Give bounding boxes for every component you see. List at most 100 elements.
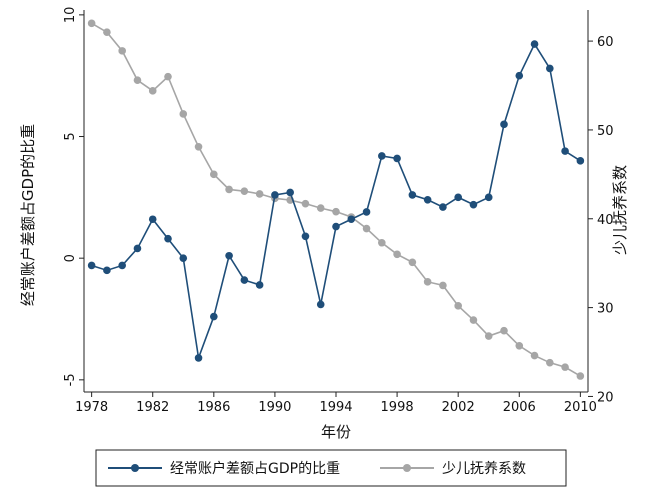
x-tick-label: 1982: [136, 400, 169, 415]
x-tick-label: 1978: [75, 400, 108, 415]
series-1-point: [561, 147, 569, 155]
series-1-point: [271, 191, 279, 199]
series-2-point: [378, 238, 386, 247]
series-1-point: [484, 193, 493, 202]
series-1-point: [378, 152, 386, 160]
y-right-tick-label: 50: [597, 124, 614, 139]
series-2-point: [301, 199, 310, 208]
y-right-tick-label: 30: [597, 302, 614, 317]
legend-marker-series-2: [403, 464, 411, 472]
series-2: [87, 19, 585, 380]
series-2-point: [133, 76, 142, 84]
series-2-point: [164, 72, 172, 81]
series-1-point: [164, 234, 172, 243]
y-axis-right-title: 少儿抚养系数: [611, 165, 629, 255]
series-2-point: [484, 332, 493, 340]
legend-label-series-1: 经常账户差额占GDP的比重: [170, 460, 340, 477]
y-left-tick-label: 10: [63, 7, 78, 24]
series-2-point: [469, 316, 478, 324]
series-2-point: [103, 28, 111, 37]
series-2-point: [576, 372, 585, 380]
series-1-point: [515, 71, 524, 80]
series-1-point: [179, 254, 188, 262]
y-left-tick-label: 5: [63, 132, 78, 140]
series-1-point: [576, 157, 585, 165]
x-tick-label: 1986: [197, 400, 230, 415]
series-2-point: [210, 170, 218, 179]
series-2-point: [332, 207, 340, 216]
series-1-point: [255, 281, 264, 289]
x-tick-label: 1998: [381, 400, 414, 415]
series-1-point: [225, 251, 233, 260]
x-tick-label: 2002: [442, 400, 475, 415]
series-1-point: [87, 261, 96, 270]
y-left-tick-label: 0: [63, 254, 78, 262]
x-axis-title: 年份: [321, 423, 351, 441]
y-left-tick-label: -5: [63, 373, 78, 386]
series-2-point: [423, 278, 432, 286]
series-1-point: [103, 266, 111, 275]
series-1-point: [454, 193, 462, 202]
series-layer: [87, 19, 585, 380]
series-1-point: [362, 208, 371, 216]
series-2-point: [439, 281, 447, 290]
x-axis: 1978 1982 1986 1990 1994 1998 2002 2006 2010: [75, 392, 597, 415]
series-2-point: [530, 351, 539, 360]
y-axis-left-title: 经常账户差额占GDP的比重: [19, 124, 37, 306]
plot-frame: [83, 10, 589, 393]
y-right-tick-label: 20: [597, 390, 614, 405]
series-2-point: [546, 358, 554, 367]
series-1-point: [210, 312, 218, 321]
series-2-point: [240, 187, 249, 196]
series-2-point: [561, 363, 569, 371]
y-right-tick-label: 40: [597, 213, 614, 228]
series-1-point: [347, 215, 356, 224]
legend-box: [95, 449, 567, 487]
series-1-point: [469, 200, 478, 209]
series-2-point: [225, 185, 233, 194]
series-1-point: [301, 232, 310, 241]
legend: 经常账户差额占GDP的比重 少儿抚养系数: [95, 449, 567, 487]
series-1-point: [408, 191, 417, 199]
x-tick-label: 1994: [319, 400, 352, 415]
series-1-point: [148, 215, 157, 224]
series-2-point: [179, 110, 188, 118]
series-1-point: [194, 354, 203, 362]
series-2-point: [118, 47, 126, 55]
series-1-point: [118, 261, 126, 270]
series-1-point: [500, 120, 508, 129]
y-right-tick-label: 60: [597, 35, 614, 50]
legend-item-series-2: 少儿抚养系数: [380, 461, 526, 477]
y-axis-left: 10 5 0 -5: [63, 7, 84, 386]
series-1-point: [286, 188, 294, 197]
x-tick-label: 1990: [258, 400, 291, 415]
series-2-point: [194, 143, 203, 151]
x-tick-label: 2006: [503, 400, 536, 415]
series-2-point: [148, 87, 157, 95]
y-axis-right: 60 50 40 30 20: [588, 35, 614, 405]
series-1-point: [423, 195, 432, 204]
series-1-point: [133, 244, 142, 253]
legend-label-series-2: 少儿抚养系数: [442, 461, 526, 477]
series-2-point: [316, 204, 325, 212]
series-2-point: [393, 250, 401, 259]
x-tick-label: 2010: [564, 400, 597, 415]
series-2-point: [408, 258, 417, 267]
series-1-point: [530, 40, 539, 48]
series-1-point: [316, 300, 325, 309]
legend-marker-series-1: [131, 464, 139, 472]
series-1: [87, 40, 585, 362]
series-1-line: [91, 42, 581, 362]
series-2-point: [87, 19, 96, 28]
series-1-point: [439, 203, 447, 211]
series-2-point: [362, 224, 371, 233]
series-1-point: [332, 222, 340, 231]
series-1-point: [546, 64, 554, 73]
series-2-point: [454, 302, 462, 310]
series-2-point: [500, 326, 508, 335]
series-1-point: [240, 276, 249, 284]
series-2-point: [515, 342, 524, 350]
legend-item-series-1: 经常账户差额占GDP的比重: [108, 460, 340, 477]
series-1-point: [393, 154, 401, 163]
